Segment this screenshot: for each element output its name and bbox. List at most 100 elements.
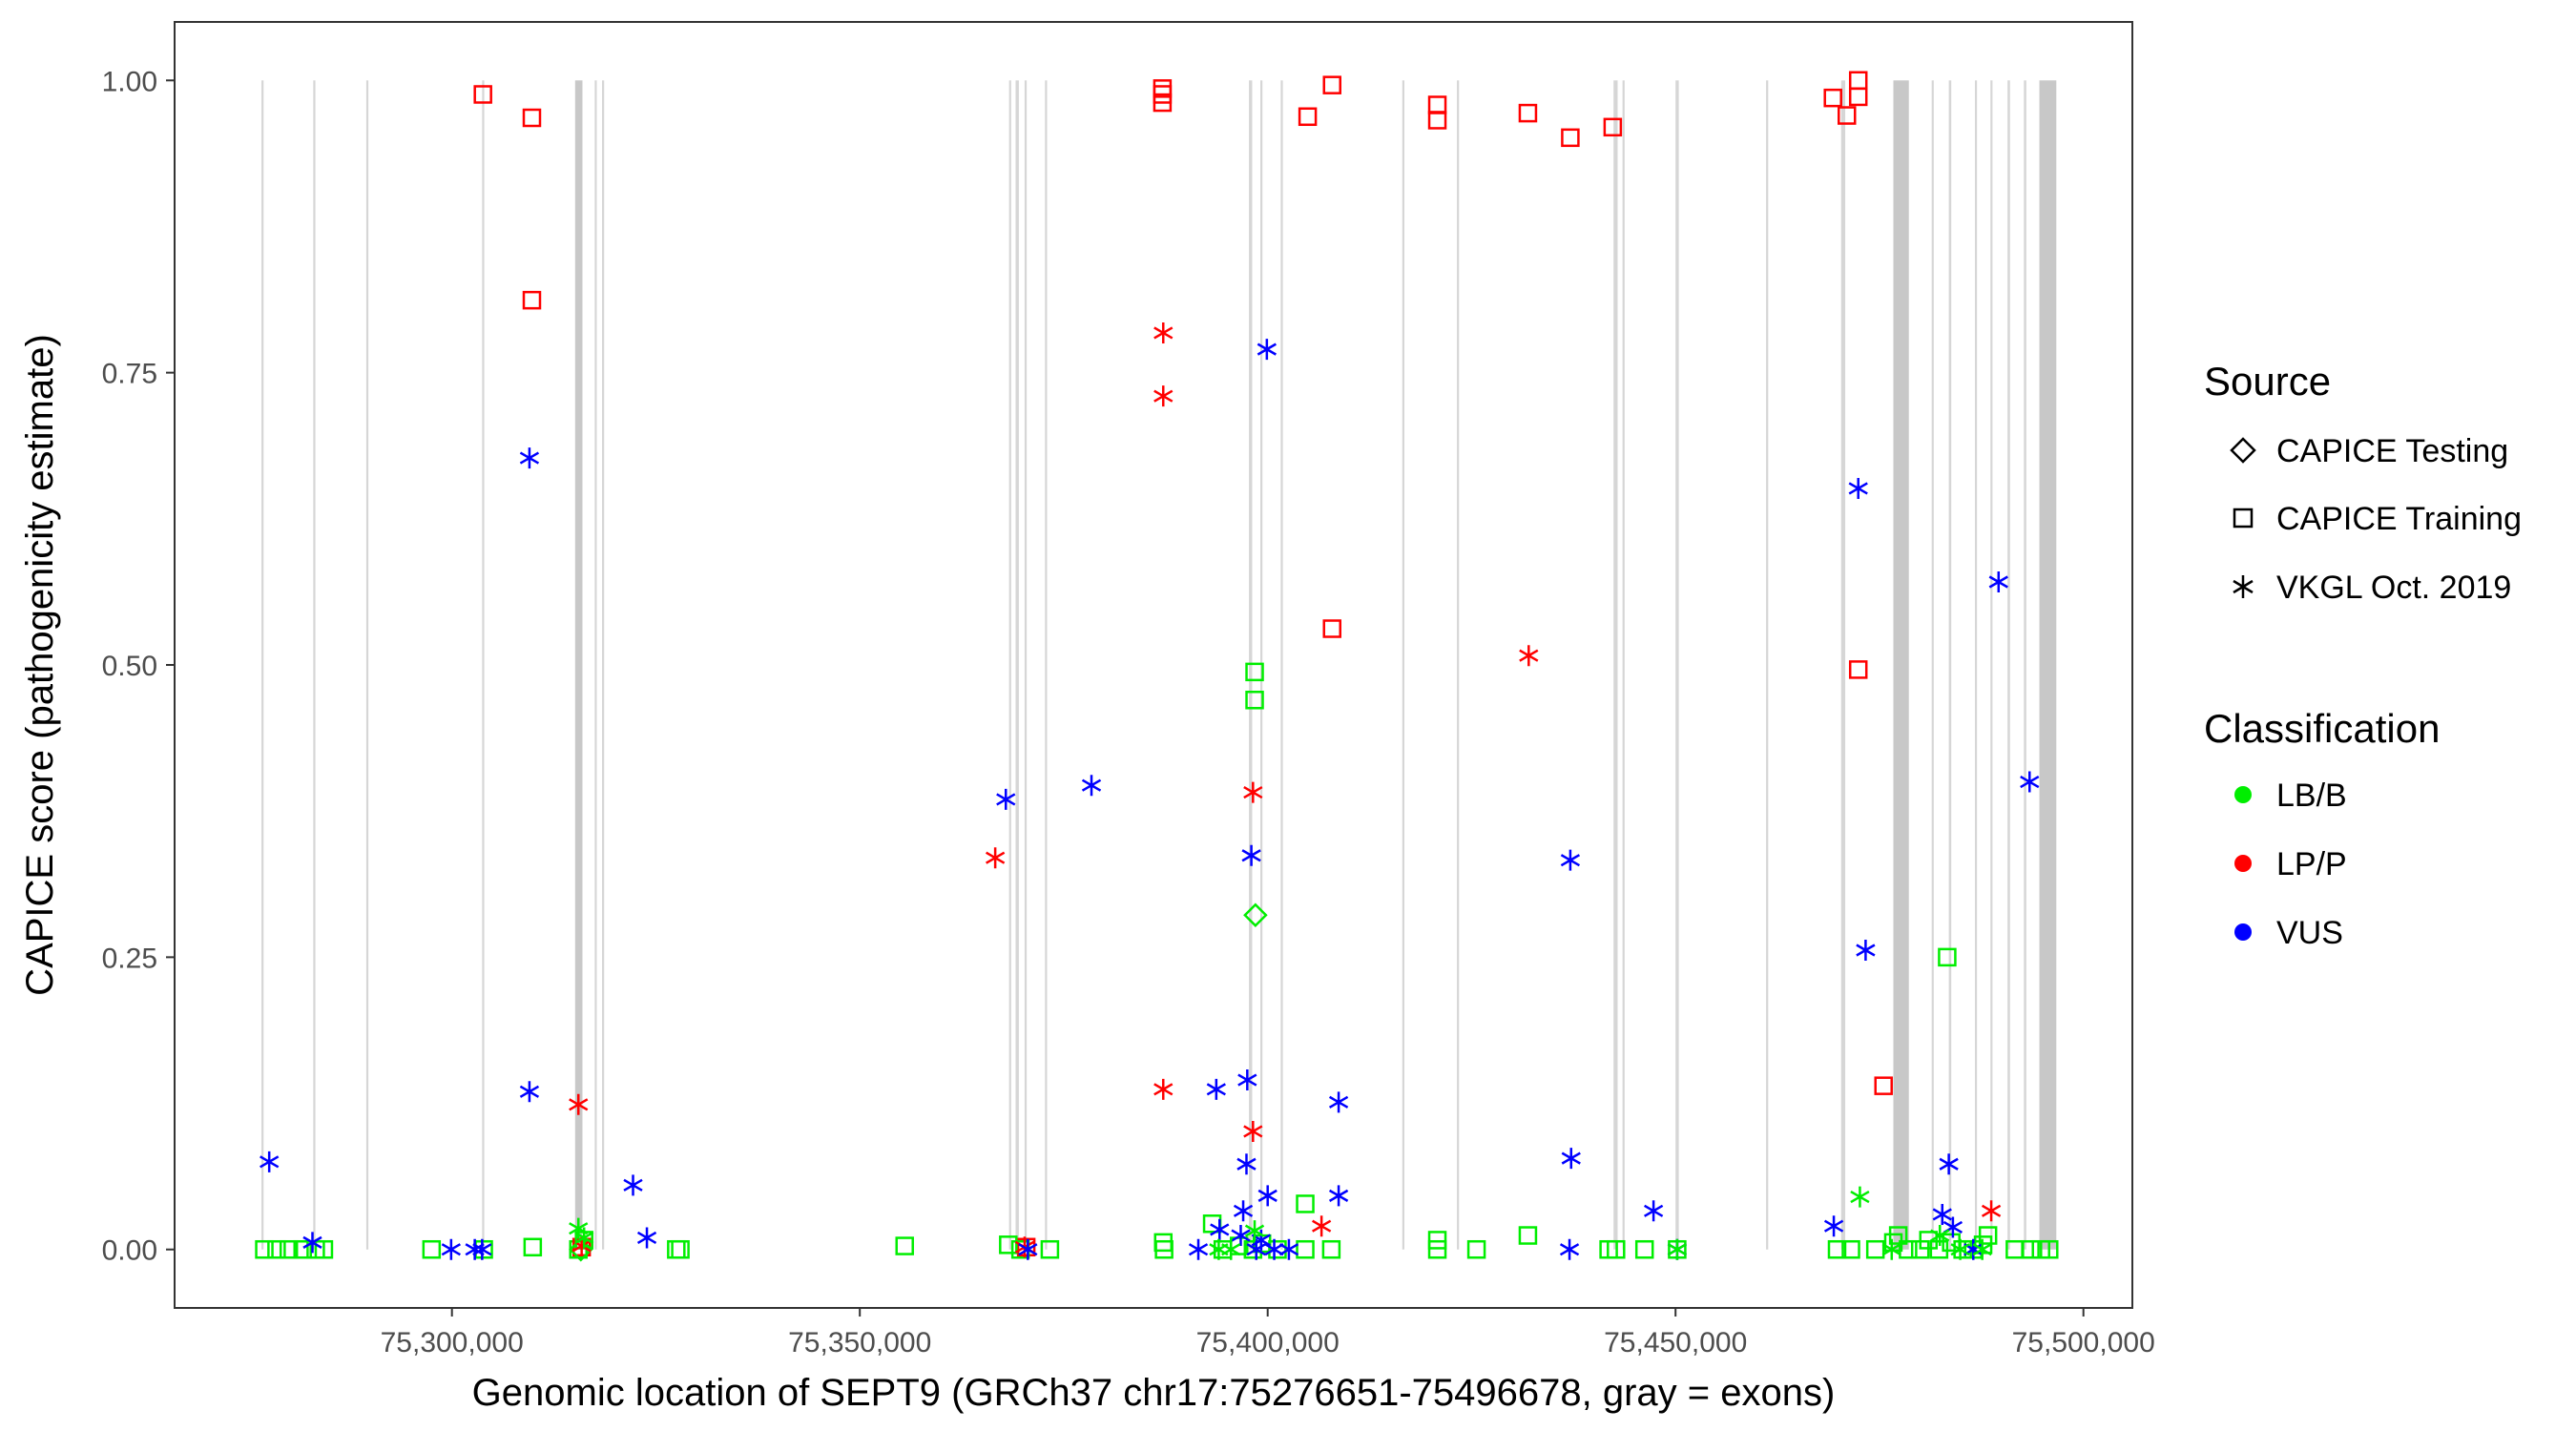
data-point bbox=[999, 1235, 1018, 1255]
data-point bbox=[1848, 660, 1868, 679]
legend-label-vus: VUS bbox=[2276, 915, 2343, 951]
exon-band bbox=[365, 80, 369, 1250]
data-point bbox=[522, 108, 542, 128]
asterisk-icon bbox=[2233, 575, 2254, 598]
data-point bbox=[1972, 1238, 1992, 1260]
data-point bbox=[986, 847, 1006, 869]
data-point bbox=[1899, 1239, 1918, 1259]
data-point bbox=[1243, 1120, 1263, 1142]
exon-band bbox=[261, 80, 264, 1250]
data-point bbox=[1841, 1239, 1860, 1259]
data-point bbox=[1519, 645, 1539, 667]
data-point bbox=[472, 1238, 492, 1260]
exon-band bbox=[1024, 80, 1028, 1250]
data-point bbox=[1257, 339, 1277, 361]
data-point bbox=[1153, 85, 1173, 104]
data-point bbox=[1848, 87, 1868, 107]
exon-band bbox=[1931, 80, 1934, 1250]
data-point bbox=[1667, 1238, 1688, 1260]
data-point bbox=[569, 1236, 593, 1262]
data-point bbox=[1243, 902, 1268, 928]
data-point bbox=[1296, 1194, 1315, 1213]
x-tick-label: 75,350,000 bbox=[788, 1327, 931, 1358]
legend-label-lbb: LB/B bbox=[2276, 778, 2347, 814]
data-point bbox=[1988, 570, 2008, 592]
data-point bbox=[1040, 1239, 1060, 1259]
exon-band bbox=[1990, 80, 1993, 1250]
data-point bbox=[2020, 771, 2040, 793]
data-point bbox=[1016, 1237, 1036, 1257]
data-point bbox=[1874, 1076, 1893, 1095]
exon-band bbox=[594, 80, 597, 1250]
data-point bbox=[1328, 1091, 1349, 1113]
data-point bbox=[1427, 1239, 1447, 1259]
legend-source-title: Source bbox=[2204, 359, 2331, 404]
data-point bbox=[260, 1151, 280, 1172]
data-point bbox=[671, 1239, 690, 1259]
diamond-icon bbox=[2230, 437, 2256, 464]
x-axis-title: Genomic location of SEPT9 (GRCh37 chr17:… bbox=[472, 1372, 1836, 1414]
data-point bbox=[1518, 1226, 1538, 1245]
data-point bbox=[895, 1236, 914, 1255]
x-tick-label: 75,400,000 bbox=[1196, 1327, 1340, 1358]
exon-band bbox=[313, 80, 316, 1250]
data-points bbox=[255, 71, 2059, 1262]
x-tick-label: 75,500,000 bbox=[2012, 1327, 2155, 1358]
exon-band bbox=[1840, 80, 1846, 1250]
data-point bbox=[574, 1227, 594, 1249]
exon-band bbox=[1675, 80, 1679, 1250]
data-point bbox=[1932, 1203, 1952, 1225]
data-point bbox=[2040, 1239, 2059, 1259]
y-axis-title: CAPICE score (pathogenicity estimate) bbox=[19, 334, 61, 996]
exon-band bbox=[2039, 80, 2057, 1250]
legend-class-item: LB/B bbox=[2234, 778, 2347, 814]
y-tick-label: 0.25 bbox=[102, 943, 157, 974]
exon-band bbox=[1402, 80, 1404, 1250]
data-point bbox=[1823, 1215, 1844, 1237]
data-point bbox=[1938, 947, 1957, 967]
data-point bbox=[519, 1081, 540, 1103]
data-point bbox=[1427, 111, 1447, 130]
lpp-color-dot bbox=[2234, 855, 2252, 872]
y-tick-label: 0.00 bbox=[102, 1235, 157, 1267]
data-point bbox=[1264, 1238, 1284, 1260]
data-point bbox=[1939, 1153, 1959, 1175]
data-point bbox=[1278, 1238, 1299, 1260]
data-point bbox=[1560, 849, 1581, 871]
x-tick-label: 75,300,000 bbox=[381, 1327, 524, 1358]
data-point bbox=[1237, 1069, 1257, 1091]
legend-class-item: VUS bbox=[2234, 915, 2343, 951]
exon-band bbox=[1015, 80, 1019, 1250]
data-point bbox=[2021, 1239, 2040, 1259]
data-point bbox=[255, 1239, 274, 1259]
exon-band bbox=[1457, 80, 1460, 1250]
data-point bbox=[1848, 477, 1868, 499]
y-tick-label: 1.00 bbox=[102, 66, 157, 97]
legend-label-lpp: LP/P bbox=[2276, 846, 2347, 882]
data-point bbox=[1245, 691, 1264, 710]
data-point bbox=[441, 1238, 461, 1260]
legend-source-item: VKGL Oct. 2019 bbox=[2233, 570, 2511, 606]
data-point bbox=[1518, 103, 1538, 123]
data-point bbox=[1236, 1153, 1257, 1175]
data-point bbox=[1823, 88, 1842, 108]
data-point bbox=[1827, 1239, 1847, 1259]
data-point bbox=[1919, 1231, 1938, 1250]
exon-bands bbox=[261, 80, 2057, 1250]
data-point bbox=[1188, 1238, 1209, 1260]
exon-band bbox=[602, 80, 605, 1250]
data-point bbox=[1561, 1148, 1581, 1170]
lbb-color-dot bbox=[2234, 786, 2252, 803]
legend-label-capice-testing: CAPICE Testing bbox=[2276, 433, 2508, 469]
data-point bbox=[1154, 1239, 1174, 1259]
data-point bbox=[522, 290, 542, 310]
x-tick-label: 75,450,000 bbox=[1604, 1327, 1747, 1358]
exon-band bbox=[2007, 80, 2010, 1250]
exon-band bbox=[574, 80, 583, 1250]
data-point bbox=[1322, 619, 1341, 638]
data-point bbox=[1241, 844, 1261, 866]
exon-band bbox=[2024, 80, 2026, 1250]
data-point bbox=[1298, 107, 1318, 127]
data-point bbox=[1881, 1238, 1901, 1260]
exon-band bbox=[1008, 80, 1011, 1250]
